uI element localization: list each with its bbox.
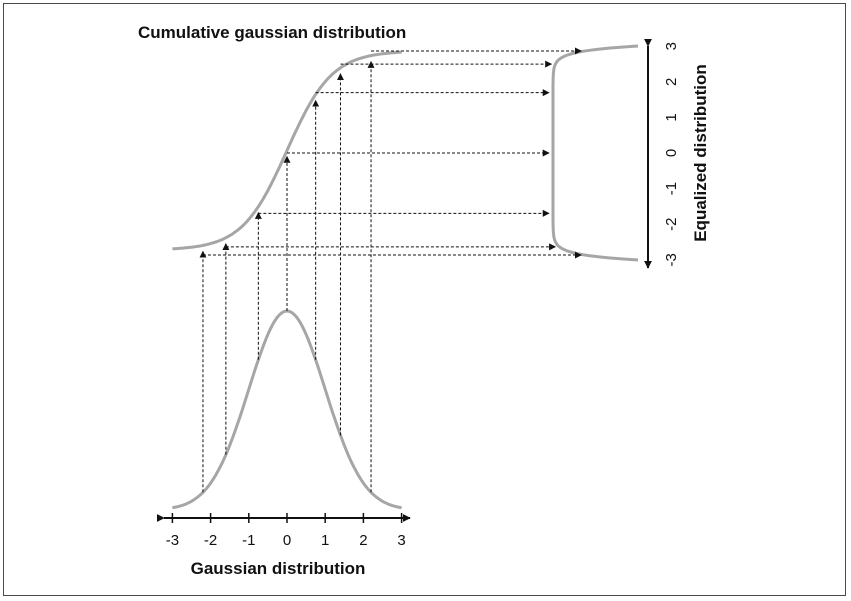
cumulative-gaussian-curve — [172, 50, 402, 251]
y-tick-label: 0 — [663, 149, 680, 157]
x-tick-label: 1 — [321, 532, 329, 549]
y-tick-label: 3 — [663, 42, 680, 50]
x-axis-label: Gaussian distribution — [191, 559, 366, 578]
y-tick-label: -2 — [663, 218, 680, 231]
y-axis-label: Equalized distribution — [691, 64, 710, 242]
y-tick-label: 1 — [663, 113, 680, 121]
y-ticks: -3 -2 -1 0 1 2 3 — [663, 42, 680, 266]
x-tick-label: -2 — [204, 532, 217, 549]
x-tick-label: 0 — [283, 532, 291, 549]
y-tick-label: 2 — [663, 78, 680, 86]
x-tick-label: -1 — [242, 532, 255, 549]
cdf-title: Cumulative gaussian distribution — [138, 23, 406, 42]
equalized-curve — [551, 44, 639, 262]
y-tick-label: -1 — [663, 182, 680, 195]
x-tick-label: 2 — [359, 532, 367, 549]
x-tick-label: -3 — [166, 532, 179, 549]
x-ticks: -3 -2 -1 0 1 2 3 — [166, 513, 406, 549]
figure-frame — [3, 3, 846, 596]
y-tick-label: -3 — [663, 253, 680, 266]
gaussian-pdf-curve — [172, 309, 402, 510]
mapping-arrows — [199, 47, 582, 493]
x-tick-label: 3 — [397, 532, 405, 549]
